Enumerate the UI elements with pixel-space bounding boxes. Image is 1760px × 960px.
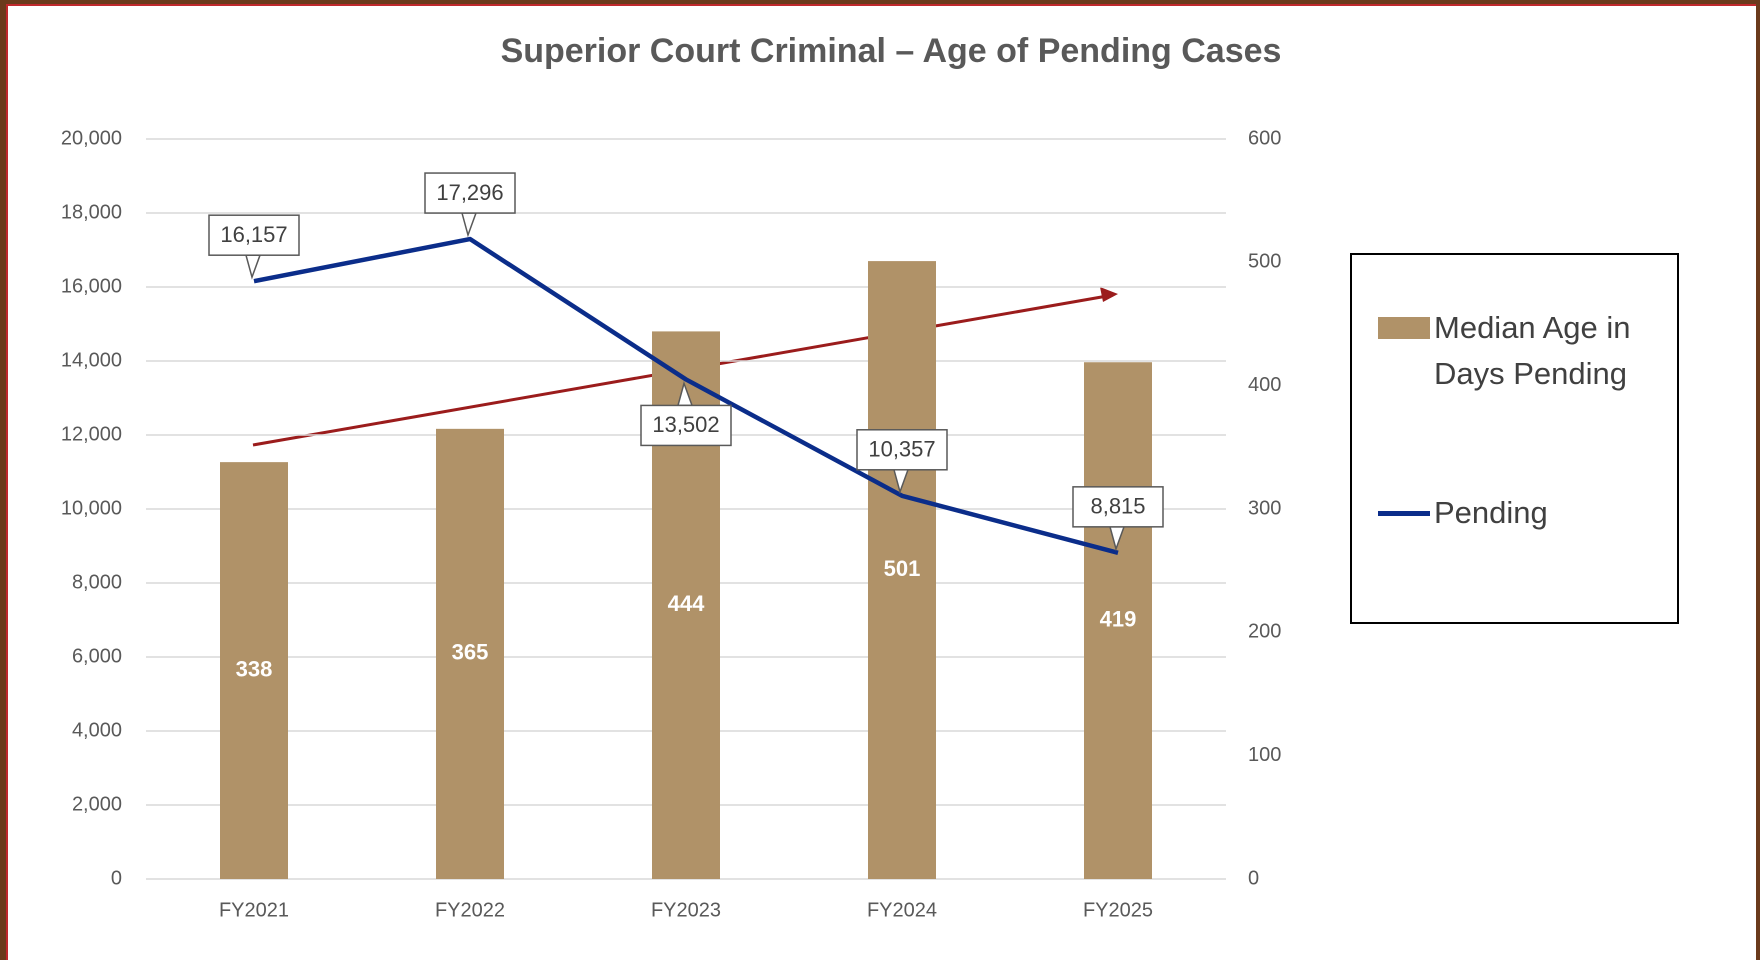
y-tick-label: 18,000 xyxy=(61,201,122,223)
y2-tick-label: 0 xyxy=(1248,867,1259,889)
line-value-label: 8,815 xyxy=(1090,494,1145,519)
bar xyxy=(868,261,936,880)
line xyxy=(253,236,1119,556)
legend-item: Median Age in Days Pending xyxy=(1378,305,1654,397)
bar xyxy=(220,462,288,879)
y-tick-label: 12,000 xyxy=(61,423,122,445)
callout-box xyxy=(208,214,300,256)
y2-tick-label: 100 xyxy=(1248,744,1281,766)
x-tick-label: FY2024 xyxy=(867,899,937,921)
y-tick-label: 14,000 xyxy=(61,349,122,371)
trend-arrowhead xyxy=(1100,287,1118,302)
x-tick-label: FY2022 xyxy=(435,899,505,921)
y-tick-label: 8,000 xyxy=(72,571,122,593)
line-value-label: 13,502 xyxy=(652,412,719,437)
legend-label: Pending xyxy=(1434,495,1548,530)
legend-item: Pending xyxy=(1378,490,1654,536)
bar-value-label: 365 xyxy=(452,640,489,665)
bar-value-label: 444 xyxy=(668,591,705,616)
callout-pointer xyxy=(461,212,478,238)
bar-value-label: 419 xyxy=(1100,606,1137,631)
y2-tick-label: 600 xyxy=(1248,127,1281,149)
chart-title: Superior Court Criminal – Age of Pending… xyxy=(501,32,1282,70)
y-tick-label: 10,000 xyxy=(61,497,122,519)
y-tick-label: 6,000 xyxy=(72,645,122,667)
callout-box xyxy=(424,172,516,214)
legend-label: Median Age in Days Pending xyxy=(1434,310,1631,391)
legend-swatch xyxy=(1378,317,1430,339)
y-tick-label: 4,000 xyxy=(72,719,122,741)
y2-tick-label: 400 xyxy=(1248,374,1281,396)
bar-value-label: 501 xyxy=(884,556,921,581)
line-value-label: 16,157 xyxy=(220,222,287,247)
y-tick-label: 20,000 xyxy=(61,127,122,149)
callout-box xyxy=(856,429,948,471)
callout-box xyxy=(640,404,732,447)
legend: Median Age in Days Pending Pending xyxy=(1350,253,1679,624)
line-value-label: 17,296 xyxy=(436,180,503,205)
y2-tick-label: 200 xyxy=(1248,621,1281,643)
line-value-label: 10,357 xyxy=(868,437,935,462)
legend-line xyxy=(1378,511,1430,516)
y-tick-label: 2,000 xyxy=(72,793,122,815)
y-tick-label: 0 xyxy=(111,867,122,889)
callout-box xyxy=(1072,486,1164,528)
bar xyxy=(436,428,504,879)
y2-tick-label: 500 xyxy=(1248,251,1281,273)
y2-tick-label: 300 xyxy=(1248,497,1281,519)
x-tick-label: FY2021 xyxy=(219,899,289,921)
x-tick-label: FY2023 xyxy=(651,899,721,921)
bar-value-label: 338 xyxy=(236,656,273,681)
y-tick-label: 16,000 xyxy=(61,275,122,297)
bar xyxy=(1084,362,1152,879)
x-tick-label: FY2025 xyxy=(1083,899,1153,921)
callout-pointer xyxy=(245,254,262,280)
